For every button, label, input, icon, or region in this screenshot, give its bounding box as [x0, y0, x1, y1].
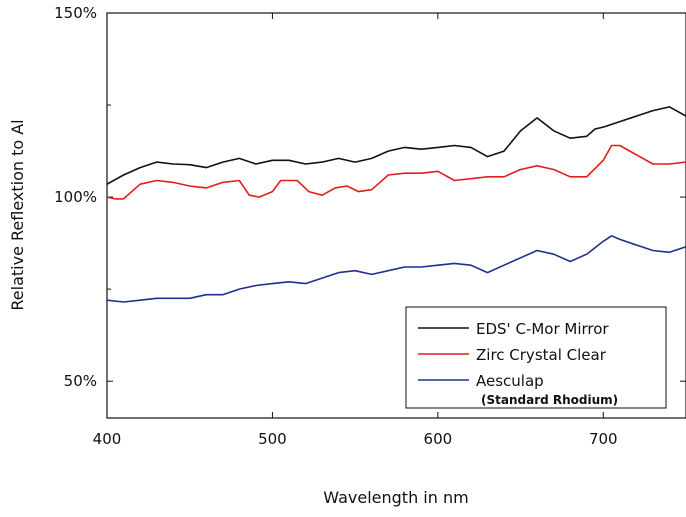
tick-labels: 400 500 600 700 50% 100% 150%	[54, 4, 617, 448]
y-axis-title: Relative Reflextion to Al	[8, 119, 27, 310]
legend-box	[405, 306, 667, 409]
legend-label-aesculap-sub: (Standard Rhodium)	[481, 393, 618, 407]
series-line-0	[106, 106, 686, 185]
x-tick-label-400: 400	[93, 430, 122, 448]
x-axis-title: Wavelength in nm	[323, 488, 468, 507]
plot-frame	[106, 12, 686, 419]
x-tick-label-500: 500	[258, 430, 287, 448]
legend: EDS' C-Mor Mirror Zirc Crystal Clear Aes…	[405, 306, 667, 409]
x-tick-label-600: 600	[424, 430, 453, 448]
y-tick-label-50: 50%	[64, 372, 97, 390]
series-lines	[106, 106, 686, 303]
series-line-2	[106, 235, 686, 303]
legend-label-zirc: Zirc Crystal Clear	[476, 346, 607, 364]
legend-label-aesculap: Aesculap	[476, 372, 544, 390]
series-line-1	[106, 144, 686, 200]
y-tick-label-150: 150%	[54, 4, 97, 22]
y-tick-label-100: 100%	[54, 188, 97, 206]
legend-label-eds: EDS' C-Mor Mirror	[476, 320, 609, 338]
x-tick-label-700: 700	[589, 430, 618, 448]
